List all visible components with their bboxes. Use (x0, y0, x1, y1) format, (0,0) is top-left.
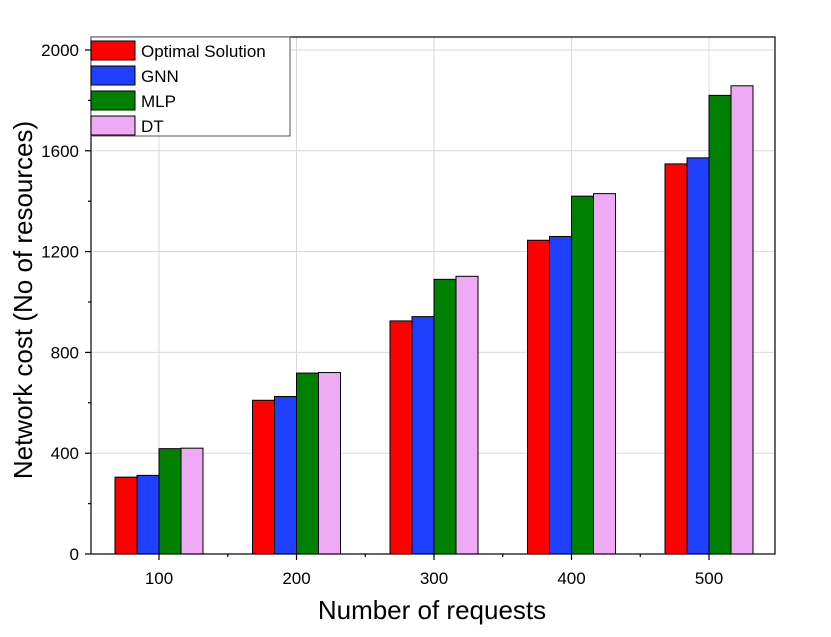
bar (455, 275, 479, 555)
bar (158, 448, 182, 555)
x-tick-label: 300 (420, 569, 448, 588)
y-tick-label: 0 (70, 545, 79, 564)
bar (686, 157, 710, 555)
y-tick-label: 800 (51, 343, 79, 362)
bar (730, 85, 754, 555)
bars (114, 85, 754, 555)
y-tick-label: 400 (51, 444, 79, 463)
bar (318, 372, 341, 555)
legend-label: DT (141, 117, 164, 136)
y-axis-title: Network cost (No of resources) (8, 121, 38, 479)
bar (296, 372, 319, 555)
axes (90, 36, 776, 555)
legend-label: Optimal Solution (141, 42, 266, 61)
plot-frame (90, 36, 776, 555)
y-tick-label: 1200 (41, 243, 79, 262)
bar (114, 476, 138, 555)
y-tick-label: 2000 (41, 41, 79, 60)
x-tick-label: 500 (695, 569, 723, 588)
bar (274, 396, 297, 555)
x-tick-label: 100 (145, 569, 173, 588)
bar (571, 195, 594, 555)
bar (389, 320, 413, 555)
x-tick-label: 400 (557, 569, 585, 588)
bar (708, 94, 732, 555)
y-tick-label: 1600 (41, 142, 79, 161)
legend-label: GNN (141, 67, 179, 86)
x-axis-title: Number of requests (318, 595, 546, 625)
legend-swatch (90, 115, 136, 136)
bar (136, 474, 160, 555)
bar (433, 278, 457, 555)
bar (180, 447, 204, 555)
bar (549, 235, 572, 555)
bar (593, 193, 616, 555)
ticks: 0 400 800 1200 1600 2000 100 200 300 400 500 (41, 41, 723, 588)
bar (411, 316, 435, 555)
bar (252, 399, 275, 555)
legend-swatch (90, 90, 136, 111)
bar (664, 163, 688, 555)
legend-label: MLP (141, 92, 176, 111)
bar (527, 239, 550, 555)
x-tick-label: 200 (282, 569, 310, 588)
legend: Optimal Solution GNN MLP DT (90, 36, 291, 137)
legend-swatch (90, 65, 136, 86)
legend-swatch (90, 40, 136, 61)
